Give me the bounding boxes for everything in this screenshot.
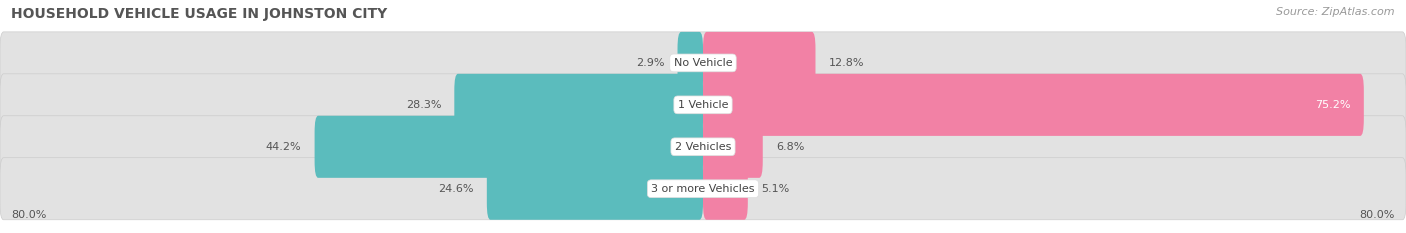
FancyBboxPatch shape bbox=[454, 74, 703, 136]
FancyBboxPatch shape bbox=[678, 32, 703, 94]
Text: 80.0%: 80.0% bbox=[1360, 210, 1395, 220]
Text: 3 or more Vehicles: 3 or more Vehicles bbox=[651, 184, 755, 194]
Text: No Vehicle: No Vehicle bbox=[673, 58, 733, 68]
FancyBboxPatch shape bbox=[0, 32, 1406, 94]
Text: 75.2%: 75.2% bbox=[1315, 100, 1351, 110]
FancyBboxPatch shape bbox=[315, 116, 703, 178]
Text: 6.8%: 6.8% bbox=[776, 142, 804, 152]
Text: 80.0%: 80.0% bbox=[11, 210, 46, 220]
Text: 12.8%: 12.8% bbox=[828, 58, 865, 68]
FancyBboxPatch shape bbox=[0, 116, 1406, 178]
FancyBboxPatch shape bbox=[0, 158, 1406, 220]
Text: 24.6%: 24.6% bbox=[439, 184, 474, 194]
Text: 28.3%: 28.3% bbox=[406, 100, 441, 110]
Text: 44.2%: 44.2% bbox=[266, 142, 301, 152]
FancyBboxPatch shape bbox=[703, 74, 1364, 136]
Text: HOUSEHOLD VEHICLE USAGE IN JOHNSTON CITY: HOUSEHOLD VEHICLE USAGE IN JOHNSTON CITY bbox=[11, 7, 388, 21]
FancyBboxPatch shape bbox=[0, 74, 1406, 136]
Text: 2 Vehicles: 2 Vehicles bbox=[675, 142, 731, 152]
FancyBboxPatch shape bbox=[703, 116, 762, 178]
FancyBboxPatch shape bbox=[703, 158, 748, 220]
Text: 1 Vehicle: 1 Vehicle bbox=[678, 100, 728, 110]
Text: Source: ZipAtlas.com: Source: ZipAtlas.com bbox=[1277, 7, 1395, 17]
Text: 2.9%: 2.9% bbox=[636, 58, 665, 68]
FancyBboxPatch shape bbox=[486, 158, 703, 220]
Text: 5.1%: 5.1% bbox=[761, 184, 789, 194]
FancyBboxPatch shape bbox=[703, 32, 815, 94]
